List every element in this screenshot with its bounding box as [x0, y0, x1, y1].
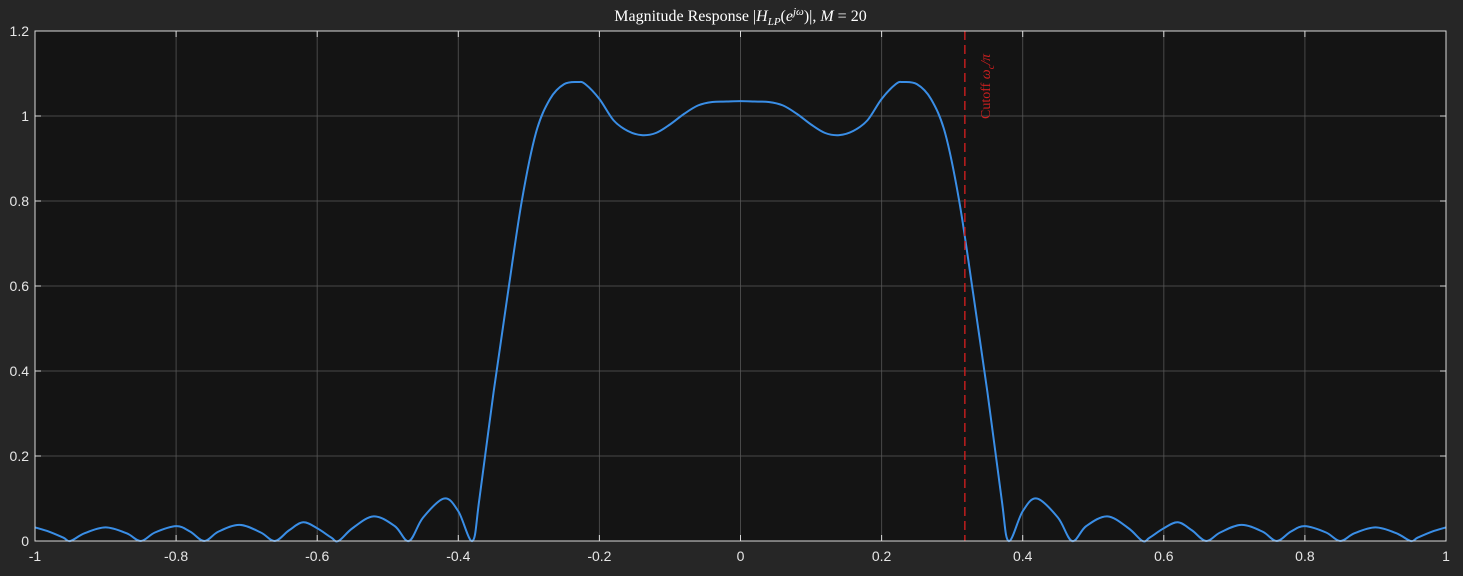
- title-h-sub: LP: [767, 16, 781, 28]
- x-tick-label: 0.4: [1013, 548, 1033, 564]
- x-tick-label: 0: [737, 548, 745, 564]
- y-tick-label: 0: [21, 533, 29, 549]
- x-tick-label: 0.2: [872, 548, 892, 564]
- title-suffix: = 20: [834, 8, 867, 25]
- cutoff-label: Cutoff ωc/π: [979, 53, 997, 119]
- x-tick-label: 0.6: [1154, 548, 1174, 564]
- y-tick-label: 0.2: [10, 448, 30, 464]
- tick-labels: -1 -0.8 -0.6 -0.4 -0.2 0 0.2 0.4 0.6 0.8 1 0 0.2 0.4 0…: [10, 23, 1451, 564]
- cutoff-label-omega: ω: [979, 69, 994, 79]
- chart-title: Magnitude Response |HLP(ejω)|, M = 20: [614, 6, 866, 28]
- x-tick-label: -0.2: [587, 548, 611, 564]
- title-paren-close: )|,: [804, 8, 821, 25]
- title-e: e: [786, 8, 793, 25]
- cutoff-label-suffix: /π: [979, 53, 994, 66]
- y-tick-label: 0.4: [10, 363, 30, 379]
- x-tick-label: -0.4: [446, 548, 470, 564]
- x-tick-label: 0.8: [1295, 548, 1315, 564]
- title-m: M: [819, 8, 835, 25]
- x-tick-label: 1: [1442, 548, 1450, 564]
- title-prefix: Magnitude Response |: [614, 8, 756, 25]
- y-tick-label: 1.2: [10, 23, 30, 39]
- cutoff-label-prefix: Cutoff: [979, 79, 994, 119]
- x-tick-label: -0.8: [164, 548, 188, 564]
- x-tick-label: -1: [29, 548, 42, 564]
- y-tick-label: 1: [21, 108, 29, 124]
- y-tick-label: 0.6: [10, 278, 30, 294]
- series-layer: [34, 80, 1447, 543]
- title-h: H: [755, 8, 769, 25]
- cutoff-label-omega-sub: c: [986, 64, 997, 69]
- x-tick-label: -0.6: [305, 548, 329, 564]
- annotation-layer: Cutoff ωc/π: [964, 31, 997, 541]
- title-paren-open: (: [781, 8, 786, 25]
- magnitude-response-line: [34, 80, 1447, 543]
- y-tick-label: 0.8: [10, 193, 30, 209]
- title-e-sup: jω: [791, 6, 804, 18]
